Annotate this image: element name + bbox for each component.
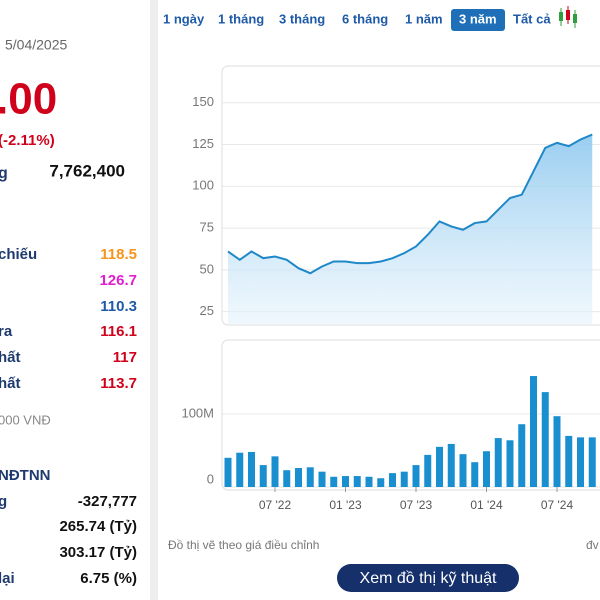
volume-label: g <box>0 165 8 182</box>
y-tick-label: 25 <box>200 303 214 318</box>
y-tick-label: 50 <box>200 261 214 276</box>
x-tick-label: 01 '23 <box>329 498 362 512</box>
button-label[interactable]: Xem đồ thị kỹ thuật <box>360 570 498 587</box>
volume-bar <box>295 468 302 487</box>
date: 5/04/2025 <box>5 37 67 53</box>
stat-value: 113.7 <box>100 375 137 392</box>
volume-bar <box>236 452 244 487</box>
stat-value: 118.5 <box>100 246 137 263</box>
unit-note: 000 VNĐ <box>0 412 51 427</box>
y-tick-label: 100M <box>181 405 214 420</box>
y-tick-label: 0 <box>207 471 214 486</box>
stat-value: 117 <box>113 349 137 366</box>
footnote: Đồ thị vẽ theo giá điều chỉnh <box>168 538 319 552</box>
volume-bar <box>306 467 314 487</box>
tab[interactable]: 3 tháng <box>279 11 325 26</box>
stat-label: chiếu <box>0 246 37 263</box>
volume-bar <box>318 471 326 487</box>
x-tick-label: 07 '22 <box>259 498 292 512</box>
stat-label: ra <box>0 323 13 340</box>
price: .00 <box>0 75 57 124</box>
volume-bar <box>248 451 255 487</box>
foreign-value: 303.17 (Tỷ) <box>59 544 137 561</box>
volume: 7,762,400 <box>49 161 125 180</box>
volume-bar <box>412 465 420 487</box>
stat-value: 110.3 <box>100 298 137 315</box>
volume-bar <box>377 478 385 487</box>
volume-bar <box>400 471 408 487</box>
candle-icon[interactable] <box>559 6 577 28</box>
volume-bar <box>483 451 490 487</box>
footnote-right: đv <box>586 538 599 552</box>
x-tick-label: 01 '24 <box>470 498 503 512</box>
foreign-label: lại <box>0 570 15 587</box>
tab-active-bg <box>451 9 505 31</box>
x-tick-label: 07 '24 <box>541 498 574 512</box>
volume-bar <box>353 476 361 487</box>
volume-bar <box>259 465 267 487</box>
stat-value: 116.1 <box>100 323 137 340</box>
volume-bar <box>224 457 232 487</box>
volume-bar <box>271 456 279 487</box>
price-line <box>227 133 593 275</box>
stat-label: hất <box>0 375 21 392</box>
foreign-value: 265.74 (Tỷ) <box>59 518 137 535</box>
price-area <box>228 134 593 325</box>
volume-bar <box>436 446 443 487</box>
volume-bar <box>471 462 479 487</box>
volume-bar <box>553 416 561 487</box>
foreign-label: g <box>0 493 7 510</box>
volume-bar <box>530 376 537 487</box>
volume-bar <box>424 454 432 487</box>
volume-bar <box>330 476 338 487</box>
stat-value: 126.7 <box>99 272 137 289</box>
y-tick-label: 100 <box>192 178 214 193</box>
tab[interactable]: 1 tháng <box>218 11 264 26</box>
volume-panel <box>221 339 600 491</box>
volume-bar <box>565 435 573 487</box>
divider <box>150 0 158 600</box>
volume-bar <box>494 438 502 487</box>
volume-bar <box>389 473 396 487</box>
change: (-2.11%) <box>0 132 55 149</box>
volume-bar <box>365 476 373 487</box>
volume-bar <box>283 470 291 487</box>
volume-bar <box>342 476 349 487</box>
volume-bar <box>588 437 596 487</box>
foreign-value: -327,777 <box>78 493 137 510</box>
stat-label: hất <box>0 349 21 366</box>
technical-chart-button[interactable] <box>337 564 519 592</box>
volume-bar <box>447 443 455 487</box>
volume-bar <box>459 454 467 487</box>
foreign-title: NĐTNN <box>0 467 51 484</box>
tab[interactable]: 1 năm <box>405 11 443 26</box>
volume-bar <box>506 440 514 487</box>
tab[interactable]: 6 tháng <box>342 11 388 26</box>
tab[interactable]: 3 năm <box>459 11 497 26</box>
y-tick-label: 75 <box>200 220 214 235</box>
y-tick-label: 150 <box>192 94 214 109</box>
volume-bar <box>518 424 526 487</box>
tab[interactable]: Tất cả <box>513 11 551 26</box>
y-tick-label: 125 <box>192 136 214 151</box>
x-tick-label: 07 '23 <box>400 498 433 512</box>
volume-bar <box>577 437 584 487</box>
volume-bar <box>541 392 549 487</box>
tab[interactable]: 1 ngày <box>163 11 205 26</box>
foreign-value: 6.75 (%) <box>80 570 137 587</box>
